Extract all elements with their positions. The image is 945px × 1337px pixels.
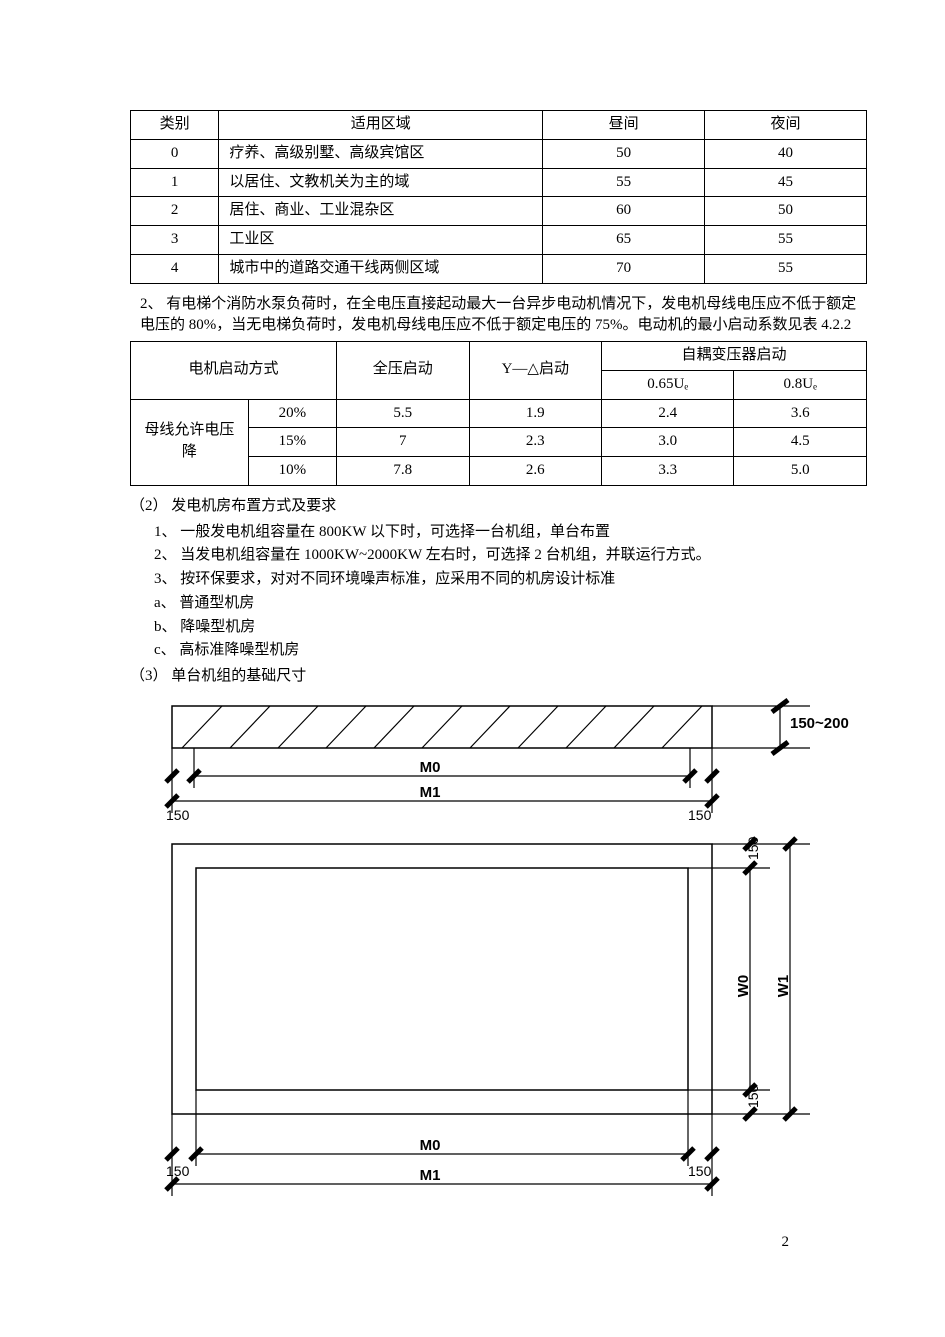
- top-section-diagram: 150~200 150 150 M0 M1: [130, 698, 850, 828]
- dim-150-top-r: 150: [745, 836, 761, 860]
- list-item: 1、 一般发电机组容量在 800KW 以下时，可选择一台机组，单台布置: [154, 522, 867, 544]
- table-row: 母线允许电压降 20% 5.5 1.9 2.4 3.6: [131, 399, 867, 428]
- t2-h-yd: Y—△启动: [469, 342, 601, 400]
- table-row: 3 工业区 65 55: [131, 226, 867, 255]
- label-w1: W1: [775, 974, 792, 997]
- table-row: 0 疗养、高级别墅、高级宾馆区 50 40: [131, 139, 867, 168]
- list-item: c、 高标准降噪型机房: [154, 640, 867, 662]
- table-row: 1 以居住、文教机关为主的域 55 45: [131, 168, 867, 197]
- section-3-heading: （3） 单台机组的基础尺寸: [130, 666, 867, 688]
- t2-h-08u: 0.8Uₑ: [734, 370, 867, 399]
- t2-h-method: 电机启动方式: [131, 342, 337, 400]
- dim-150-bot-r: 150: [745, 1084, 761, 1108]
- paragraph-2: 2、 有电梯个消防水泵负荷时，在全电压直接起动最大一台异步电动机情况下，发电机母…: [130, 294, 867, 338]
- list-item: a、 普通型机房: [154, 593, 867, 615]
- label-m0: M0: [420, 759, 441, 776]
- dim-150-left-b: 150: [166, 1163, 190, 1179]
- section-2-list: 1、 一般发电机组容量在 800KW 以下时，可选择一台机组，单台布置 2、 当…: [130, 522, 867, 663]
- list-item: 3、 按环保要求，对对不同环境噪声标准，应采用不同的机房设计标准: [154, 569, 867, 591]
- table-row: 2 居住、商业、工业混杂区 60 50: [131, 197, 867, 226]
- label-m1: M1: [420, 784, 441, 801]
- list-item: b、 降噪型机房: [154, 617, 867, 639]
- plan-diagram: 150 150 W0 W1 150 150 M0 M1: [130, 836, 850, 1236]
- dim-150-right: 150: [688, 807, 712, 823]
- label-m1-b: M1: [420, 1167, 441, 1184]
- dim-150-left: 150: [166, 807, 190, 823]
- table-row: 4 城市中的道路交通干线两侧区域 70 55: [131, 254, 867, 283]
- section-2-heading: （2） 发电机房布置方式及要求: [130, 496, 867, 518]
- t1-h-category: 类别: [131, 111, 219, 140]
- t2-h-065u: 0.65Uₑ: [602, 370, 734, 399]
- t1-h-area: 适用区域: [219, 111, 543, 140]
- label-w0: W0: [735, 974, 752, 997]
- label-m0-b: M0: [420, 1137, 441, 1154]
- list-item: 2、 当发电机组容量在 1000KW~2000KW 左右时，可选择 2 台机组，…: [154, 545, 867, 567]
- page-number: 2: [782, 1232, 790, 1254]
- dim-150-200-label: 150~200: [790, 715, 849, 732]
- t1-h-night: 夜间: [705, 111, 867, 140]
- startup-factor-table: 电机启动方式 全压启动 Y—△启动 自耦变压器启动 0.65Uₑ 0.8Uₑ 母…: [130, 341, 867, 486]
- t1-h-day: 昼间: [543, 111, 705, 140]
- foundation-diagram: 150~200 150 150 M0 M1: [130, 698, 867, 1244]
- t2-h-full: 全压启动: [337, 342, 469, 400]
- t2-h-auto: 自耦变压器启动: [602, 342, 867, 371]
- t2-left-label: 母线允许电压降: [131, 399, 249, 485]
- dim-150-right-b: 150: [688, 1163, 712, 1179]
- noise-standard-table: 类别 适用区域 昼间 夜间 0 疗养、高级别墅、高级宾馆区 50 40 1 以居…: [130, 110, 867, 284]
